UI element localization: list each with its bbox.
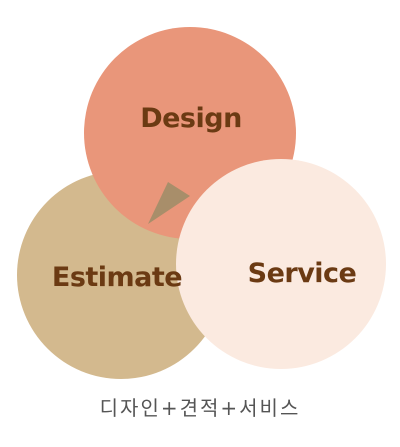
design-pointer-shadow bbox=[148, 182, 190, 224]
service-label: Service bbox=[248, 258, 357, 289]
caption: 디자인+견적+서비스 bbox=[99, 396, 301, 420]
design-label: Design bbox=[140, 103, 242, 134]
service-circle bbox=[176, 159, 386, 369]
estimate-label: Estimate bbox=[52, 262, 182, 293]
